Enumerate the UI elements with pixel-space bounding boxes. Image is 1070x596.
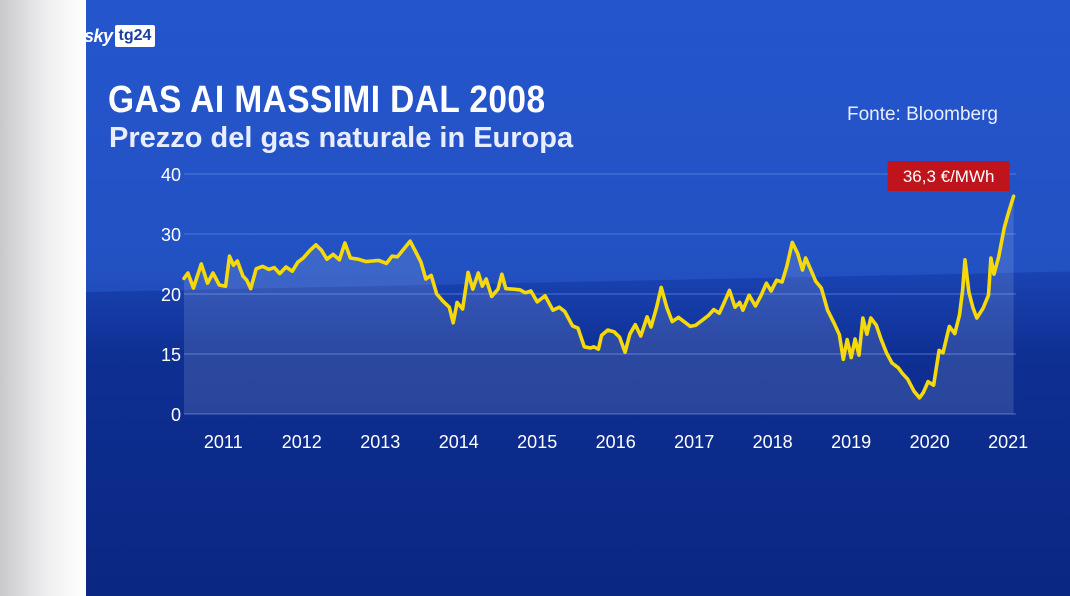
- chart-title: GAS AI MASSIMI DAL 2008: [108, 79, 546, 121]
- logo-sky-text: sky: [84, 25, 113, 46]
- x-tick-label: 2021: [988, 432, 1028, 452]
- x-tick-label: 2016: [596, 432, 636, 452]
- x-tick-label: 2015: [517, 432, 557, 452]
- price-badge-label: 36,3 €/MWh: [903, 167, 995, 186]
- left-gray-panel: [0, 0, 86, 596]
- logo-tg24-text: tg24: [114, 25, 156, 47]
- sky-tg24-logo: sky tg24: [84, 24, 156, 48]
- y-tick-label: 0: [171, 405, 181, 425]
- x-tick-label: 2020: [910, 432, 950, 452]
- series-line: [182, 194, 1016, 400]
- chart-source: Fonte: Bloomberg: [846, 104, 998, 125]
- y-tick-label: 20: [161, 285, 181, 305]
- x-tick-label: 2017: [674, 432, 714, 452]
- x-tick-label: 2013: [360, 432, 400, 452]
- x-tick-label: 2018: [753, 432, 793, 452]
- y-tick-label: 15: [161, 345, 181, 365]
- x-tick-label: 2019: [831, 432, 871, 452]
- area-fill: [184, 196, 1014, 414]
- x-tick-label: 2014: [439, 432, 479, 452]
- y-tick-label: 30: [161, 225, 181, 245]
- y-tick-label: 40: [161, 165, 181, 185]
- background-band: [86, 0, 1070, 292]
- x-tick-label: 2011: [204, 432, 243, 452]
- x-tick-label: 2012: [282, 432, 322, 452]
- chart-subtitle: Prezzo del gas naturale in Europa: [109, 122, 574, 154]
- price-badge: [887, 161, 1010, 191]
